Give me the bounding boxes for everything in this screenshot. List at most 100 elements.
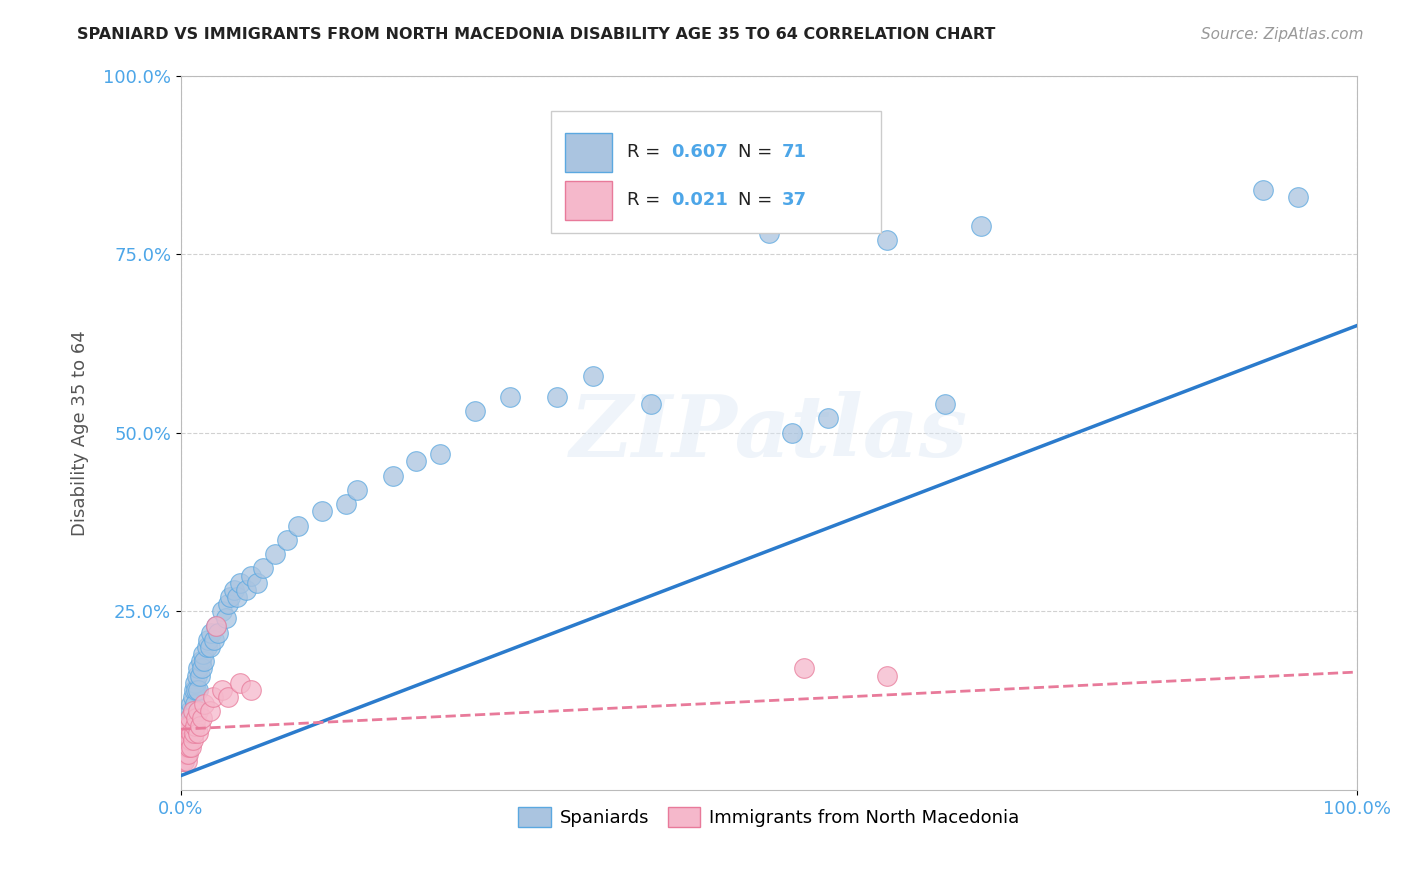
Point (222, 582, 245, 597)
Text: 37: 37 (782, 191, 807, 210)
Point (179, 725, 201, 739)
Point (346, 483, 368, 497)
Point (177, 747, 200, 762)
Point (176, 732, 198, 747)
Point (174, 747, 197, 762)
Point (176, 718, 198, 732)
Point (180, 725, 202, 739)
Y-axis label: Disability Age 35 to 64: Disability Age 35 to 64 (72, 330, 89, 535)
Point (183, 704, 205, 718)
Point (211, 604, 233, 618)
Point (184, 675, 207, 690)
Point (187, 704, 209, 718)
Point (782, 425, 804, 440)
Point (207, 625, 229, 640)
FancyBboxPatch shape (565, 133, 613, 172)
Point (287, 518, 309, 533)
Text: 71: 71 (782, 144, 807, 161)
Point (193, 654, 215, 668)
Point (228, 575, 250, 590)
Point (188, 718, 211, 732)
Point (200, 640, 222, 654)
Point (581, 368, 603, 383)
Point (179, 704, 201, 718)
Text: N =: N = (738, 144, 779, 161)
Point (176, 740, 198, 755)
Point (640, 397, 662, 411)
Point (246, 575, 269, 590)
Point (934, 397, 956, 411)
Point (201, 690, 224, 704)
Point (876, 233, 898, 247)
Point (177, 732, 200, 747)
Point (181, 704, 204, 718)
Point (187, 682, 209, 697)
Point (173, 732, 195, 747)
Point (183, 682, 205, 697)
Point (180, 697, 202, 711)
Point (205, 618, 228, 632)
Text: R =: R = (627, 144, 665, 161)
Point (211, 682, 233, 697)
Point (191, 661, 214, 675)
Text: 0.021: 0.021 (671, 191, 728, 210)
Point (184, 718, 207, 732)
Point (235, 582, 257, 597)
Point (173, 755, 195, 769)
Point (202, 632, 225, 647)
Point (276, 533, 298, 547)
Point (335, 497, 357, 511)
Point (177, 711, 200, 725)
Text: ZIPatlas: ZIPatlas (569, 391, 967, 475)
Point (219, 590, 242, 604)
Point (186, 668, 208, 682)
Text: Source: ZipAtlas.com: Source: ZipAtlas.com (1201, 27, 1364, 42)
Point (176, 718, 198, 732)
Text: R =: R = (627, 191, 665, 210)
Text: 0.607: 0.607 (671, 144, 728, 161)
Point (205, 618, 228, 632)
Point (177, 725, 200, 739)
Point (181, 732, 204, 747)
Point (176, 755, 198, 769)
Point (184, 697, 207, 711)
Point (186, 682, 208, 697)
Point (429, 447, 451, 461)
Point (177, 732, 200, 747)
Point (172, 747, 194, 762)
Point (969, 219, 991, 233)
Point (173, 732, 195, 747)
Point (172, 740, 194, 755)
Point (180, 740, 202, 755)
Point (195, 640, 218, 654)
Point (177, 718, 200, 732)
Point (546, 390, 568, 404)
Point (177, 740, 200, 755)
Point (188, 668, 211, 682)
Point (174, 725, 197, 739)
Point (264, 547, 287, 561)
Point (173, 755, 195, 769)
Legend: Spaniards, Immigrants from North Macedonia: Spaniards, Immigrants from North Macedon… (512, 800, 1026, 835)
Point (193, 647, 215, 661)
Point (381, 468, 404, 483)
Point (252, 561, 274, 575)
FancyBboxPatch shape (565, 180, 613, 219)
Point (464, 404, 486, 418)
Point (179, 732, 201, 747)
Point (181, 690, 204, 704)
Point (217, 690, 239, 704)
Text: SPANIARD VS IMMIGRANTS FROM NORTH MACEDONIA DISABILITY AGE 35 TO 64 CORRELATION : SPANIARD VS IMMIGRANTS FROM NORTH MACEDO… (77, 27, 995, 42)
Point (214, 611, 236, 625)
Point (197, 632, 219, 647)
Point (170, 755, 193, 769)
Point (177, 740, 200, 755)
Point (193, 697, 215, 711)
Text: N =: N = (738, 191, 779, 210)
Point (1251, 183, 1274, 197)
Point (226, 590, 249, 604)
Point (183, 725, 205, 739)
Point (311, 504, 333, 518)
FancyBboxPatch shape (551, 112, 880, 233)
Point (817, 411, 839, 425)
